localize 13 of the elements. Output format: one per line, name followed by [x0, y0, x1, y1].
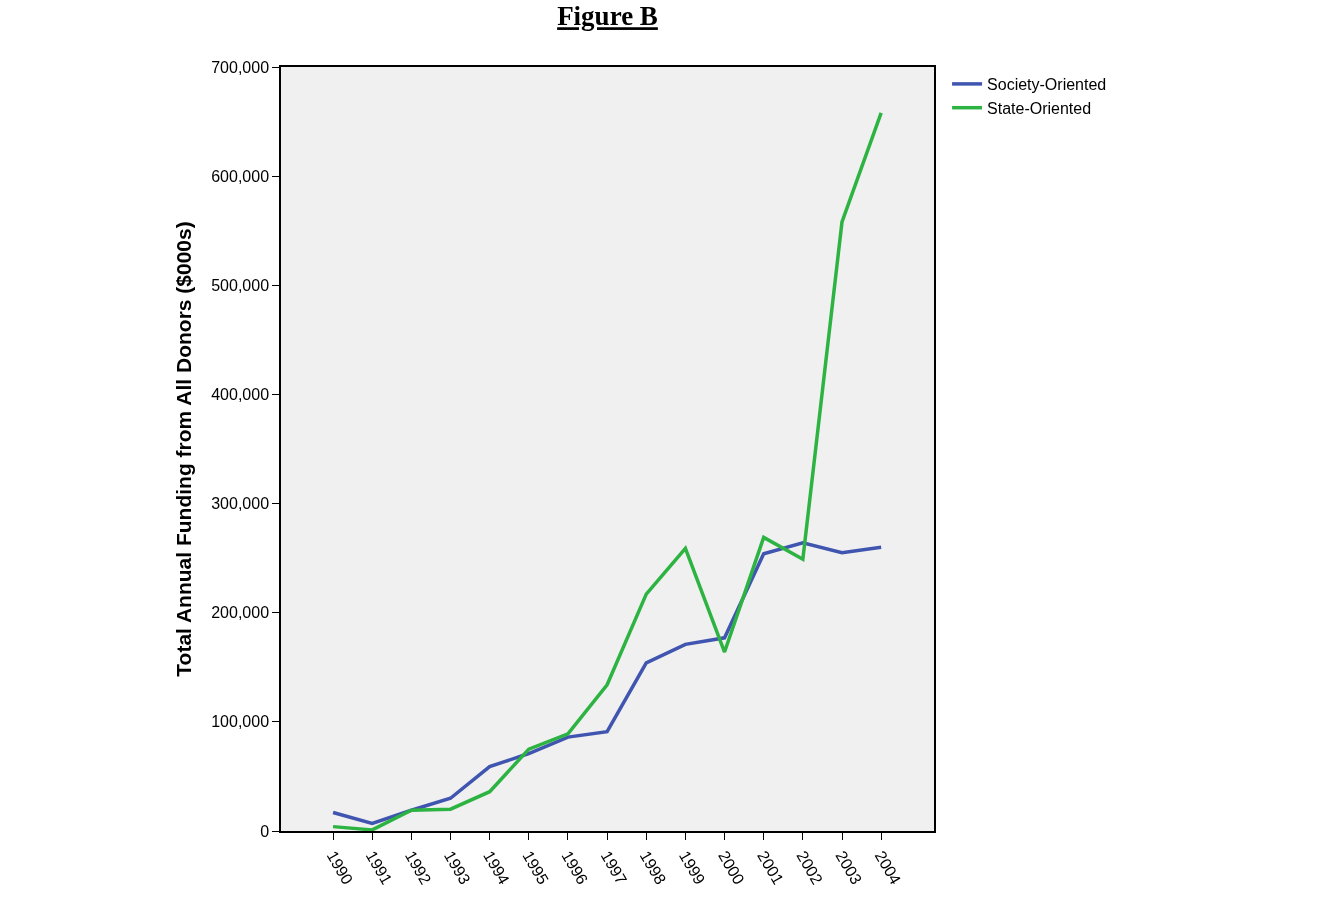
y-tick-label: 0: [260, 822, 270, 840]
y-tick-label: 100,000: [211, 713, 270, 731]
y-tick-label: 600,000: [211, 167, 270, 185]
y-tick-label: 300,000: [211, 495, 270, 513]
line-series: [331, 111, 883, 831]
legend-label: State-Oriented: [987, 99, 1092, 117]
legend-label: Society-Oriented: [987, 76, 1107, 94]
y-tick-label: 700,000: [211, 58, 270, 76]
y-axis-title: Total Annual Funding from All Donors ($000s): [171, 221, 195, 677]
chart-title: Figure B: [557, 1, 658, 32]
y-tick-label: 500,000: [211, 276, 270, 294]
y-tick-label: 200,000: [211, 604, 270, 622]
y-tick-label: 400,000: [211, 386, 270, 404]
